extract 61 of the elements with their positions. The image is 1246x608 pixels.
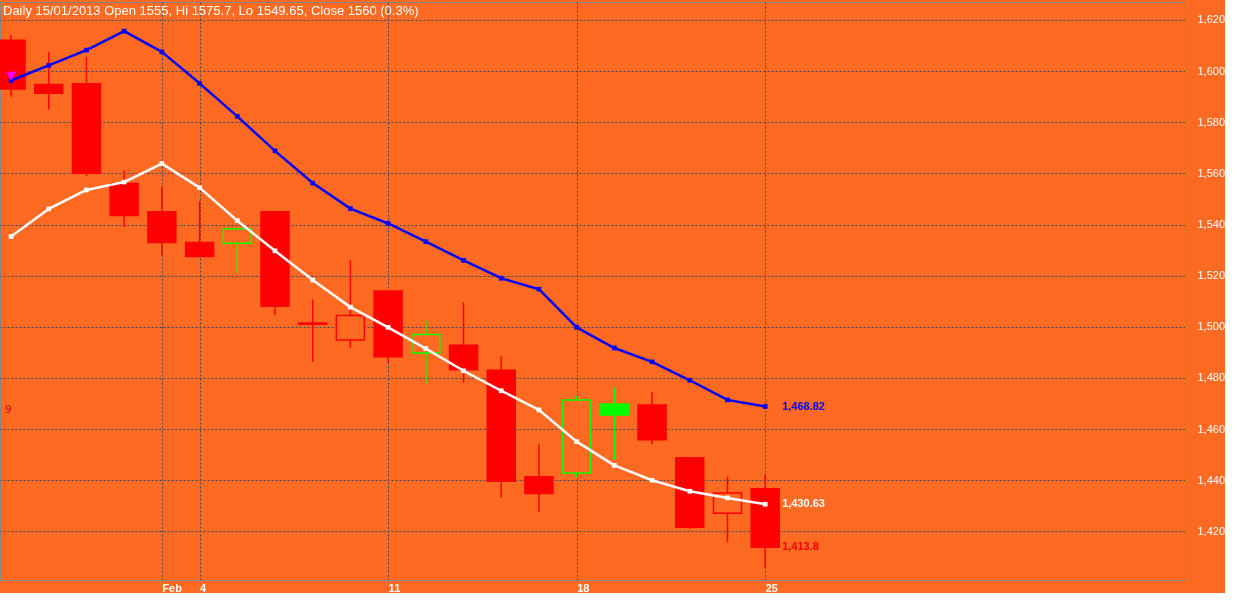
candlestick [297,298,328,363]
point [310,180,316,186]
point [762,501,768,507]
y-tick-label: 1,500 [1197,320,1226,333]
point [536,286,542,292]
point [46,206,52,212]
y-tick-label: 1,620 [1197,13,1226,26]
y-tick-label: 1,540 [1197,218,1226,230]
point [687,377,693,383]
point [385,221,391,226]
x-tick-label: Feb [162,581,183,594]
annotation: 9 [5,403,12,416]
data-label: 1,468.82 [782,399,825,412]
y-tick-label: 1,440 [1197,473,1226,486]
point [46,63,52,68]
point [687,488,693,494]
y-tick-label: 1,520 [1197,269,1226,282]
point [725,495,730,501]
point [612,345,617,351]
y-tick-label: 1,460 [1197,422,1226,435]
point [84,47,89,53]
point [348,206,353,211]
candlestick [33,51,64,111]
point [762,404,768,409]
point [461,257,466,263]
point [423,239,429,244]
y-tick-label: 1,600 [1197,64,1226,77]
point [498,275,504,281]
point [5,71,17,81]
x-tick-label: 25 [765,581,778,594]
point [234,113,240,119]
text: 1,413.8 [782,540,819,553]
point [197,185,202,191]
data-label: 1,430.63 [782,497,825,510]
point [159,161,165,166]
y-tick-label: 1,560 [1197,166,1226,179]
y-tick-label: 1,480 [1197,371,1226,384]
point [612,463,617,468]
point [8,234,14,239]
point [423,346,429,351]
point [461,368,466,374]
point [197,80,202,86]
point [121,179,127,185]
x-tick-label: 11 [388,581,401,594]
point [498,388,504,394]
point [84,187,89,193]
x-tick-label: 4 [200,581,208,594]
y-tick-label: 1,580 [1197,115,1226,128]
point [574,439,580,444]
point [385,324,391,330]
point [310,277,316,283]
point [574,324,580,330]
point [649,477,655,483]
x-tick-label: 18 [577,581,590,594]
chart-title: Daily 15/01/2013 Open 1555, Hi 1575.7, Lo 1549.65, Close 1560 (0.3%) [3,3,419,18]
y-tick-label: 1,420 [1197,524,1226,537]
point [348,304,353,310]
point [725,397,730,403]
point [234,218,240,224]
point [121,28,127,34]
point [649,359,655,365]
